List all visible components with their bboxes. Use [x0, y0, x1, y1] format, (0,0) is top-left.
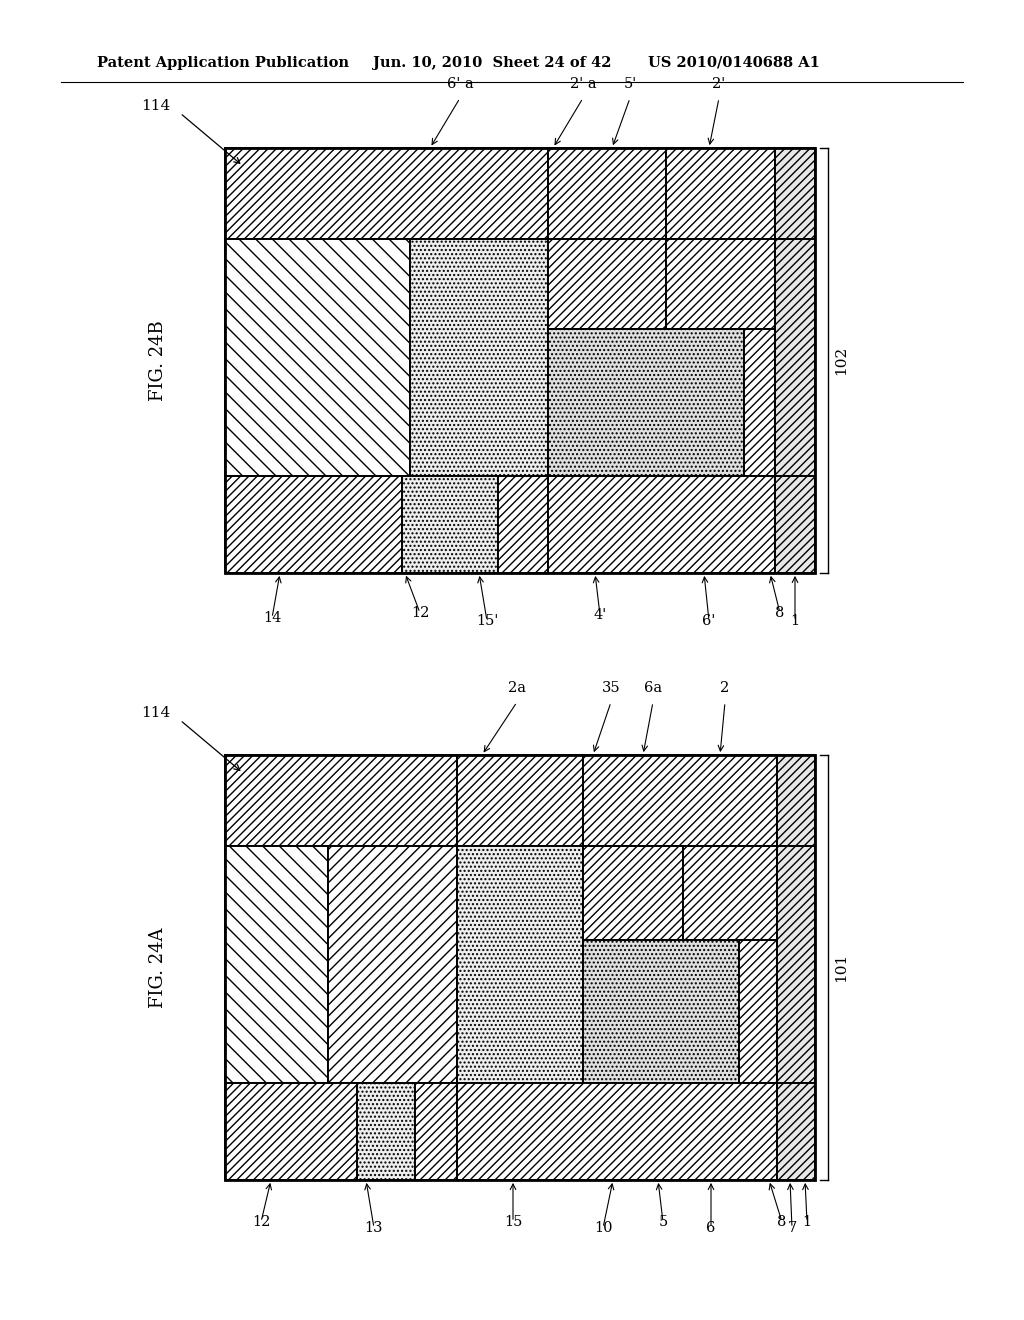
Text: 8: 8	[775, 606, 784, 620]
Text: Jun. 10, 2010  Sheet 24 of 42: Jun. 10, 2010 Sheet 24 of 42	[373, 55, 611, 70]
Bar	[666, 148, 775, 239]
Text: 13: 13	[365, 1221, 383, 1236]
Bar	[457, 755, 583, 846]
Text: 6a: 6a	[644, 681, 663, 696]
Bar	[225, 148, 815, 573]
Text: 6: 6	[707, 1221, 716, 1236]
Text: US 2010/0140688 A1: US 2010/0140688 A1	[648, 55, 820, 70]
Bar	[744, 329, 775, 477]
Text: 15': 15'	[476, 614, 499, 628]
Bar	[777, 846, 815, 1082]
Bar	[415, 1082, 457, 1180]
Text: 2': 2'	[713, 77, 726, 91]
Bar	[410, 239, 548, 477]
Bar	[498, 477, 548, 573]
Bar	[583, 755, 777, 846]
Text: 14: 14	[263, 611, 282, 624]
Bar	[775, 477, 815, 573]
Bar	[548, 148, 666, 239]
Text: 2' a: 2' a	[569, 77, 596, 91]
Text: 1: 1	[791, 614, 800, 628]
Bar	[225, 1082, 357, 1180]
Text: 102: 102	[834, 346, 848, 375]
Bar	[583, 940, 739, 1082]
Bar	[225, 846, 328, 1082]
Text: 114: 114	[140, 99, 170, 114]
Text: 10: 10	[594, 1221, 612, 1236]
Text: 101: 101	[834, 953, 848, 982]
Text: 12: 12	[411, 606, 429, 620]
Text: 4': 4'	[593, 609, 606, 622]
Text: 6' a: 6' a	[446, 77, 473, 91]
Bar	[225, 239, 410, 477]
Bar	[225, 755, 815, 1180]
Bar	[775, 239, 815, 477]
Text: 5: 5	[658, 1214, 668, 1229]
Text: Patent Application Publication: Patent Application Publication	[97, 55, 349, 70]
Bar	[225, 477, 402, 573]
Text: 8: 8	[777, 1214, 786, 1229]
Bar	[739, 940, 777, 1082]
Bar	[666, 239, 775, 329]
Bar	[775, 148, 815, 239]
Bar	[225, 148, 548, 239]
Bar	[457, 846, 583, 1082]
Text: FIG. 24A: FIG. 24A	[150, 927, 167, 1007]
Text: 6': 6'	[702, 614, 716, 628]
Bar	[225, 755, 457, 846]
Bar	[548, 477, 775, 573]
Bar	[583, 846, 683, 940]
Bar	[357, 1082, 415, 1180]
Text: 15: 15	[504, 1214, 522, 1229]
Bar	[777, 1082, 815, 1180]
Text: 5': 5'	[624, 77, 637, 91]
Text: 35: 35	[602, 681, 621, 696]
Text: 114: 114	[140, 706, 170, 719]
Bar	[328, 846, 457, 1082]
Bar	[683, 846, 777, 940]
Bar	[548, 239, 666, 329]
Bar	[548, 329, 744, 477]
Bar	[402, 477, 498, 573]
Bar	[777, 755, 815, 846]
Text: 2a: 2a	[508, 681, 526, 696]
Text: 7: 7	[787, 1221, 797, 1236]
Text: FIG. 24B: FIG. 24B	[150, 321, 167, 401]
Text: 2: 2	[720, 681, 730, 696]
Text: 1: 1	[803, 1214, 812, 1229]
Bar	[457, 1082, 777, 1180]
Text: 12: 12	[252, 1214, 270, 1229]
